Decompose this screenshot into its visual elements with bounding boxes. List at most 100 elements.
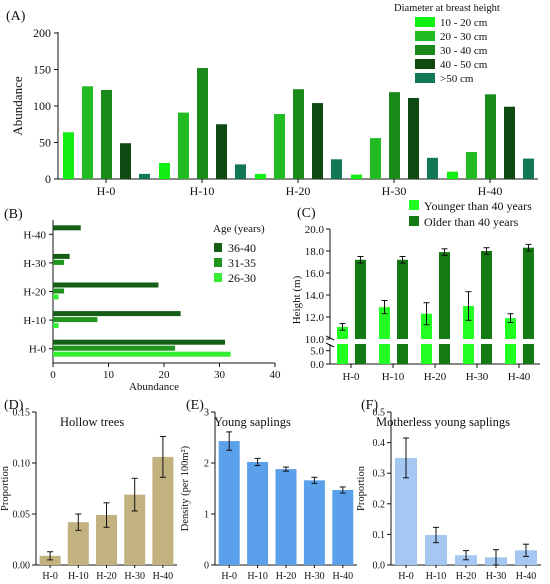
panel-d-bar <box>152 456 174 565</box>
panel-a-bar <box>63 132 74 179</box>
panel-c-y-tick-label: 10.0 <box>305 334 325 346</box>
panel-a-bar <box>274 114 285 179</box>
panel-f-y-tick-label: 0.2 <box>373 499 386 510</box>
panel-a-bar <box>312 103 323 179</box>
panel-a-legend-swatch <box>415 59 435 69</box>
panel-e-bar <box>303 480 325 565</box>
panel-d-y-tick-label: 0.15 <box>13 408 31 419</box>
panel-c-y-tick-label: 5.0 <box>310 346 324 358</box>
panel-d-label: (D) <box>4 398 24 413</box>
panel-a-legend-label: 20 - 30 cm <box>440 31 488 43</box>
panel-c-y-axis-label: Height (m) <box>291 275 303 324</box>
panel-a-bar <box>485 94 496 179</box>
panel-a-legend-swatch <box>415 17 435 27</box>
panel-a-y-tick-label: 150 <box>33 63 51 77</box>
panel-a-legend-swatch <box>415 31 435 41</box>
panel-a-bar <box>523 158 534 179</box>
panel-a-label: (A) <box>6 9 26 24</box>
panel-c-legend-label: Younger than 40 years <box>424 199 532 213</box>
panel-c-x-tick-label: H-10 <box>382 371 405 383</box>
panel-b-x-tick-label: 20 <box>159 369 171 381</box>
panel-e-bar <box>332 490 354 565</box>
panel-b-x-tick-label: 10 <box>103 369 115 381</box>
panel-e-title: Young saplings <box>214 415 291 429</box>
panel-b-y-tick-label: H-0 <box>29 344 47 356</box>
panel-c-bar <box>439 252 450 339</box>
panel-b-legend-label: 36-40 <box>228 241 256 255</box>
panel-a-bar <box>408 97 419 179</box>
panel-c-bar <box>505 318 516 339</box>
panel-b-y-tick-label: H-30 <box>23 258 46 270</box>
panel-a-x-tick-label: H-40 <box>478 184 503 198</box>
panel-f-x-tick-label: H-20 <box>456 571 477 582</box>
panel-c-bar-base <box>379 344 390 364</box>
panel-b-label: (B) <box>4 207 23 222</box>
panel-d-bar <box>124 494 146 565</box>
panel-d-x-tick-label: H-10 <box>68 571 89 582</box>
panel-c-bar-base <box>481 344 492 364</box>
panel-b-x-axis-label: Abundance <box>129 381 179 393</box>
panel-e-x-tick-label: H-30 <box>304 571 325 582</box>
panel-c-legend-swatch <box>409 216 419 226</box>
panel-a-x-tick-label: H-0 <box>97 184 116 198</box>
panel-e-bar <box>247 461 269 565</box>
panel-b-bar <box>53 282 159 288</box>
panel-c-bar <box>481 251 492 339</box>
panel-f-x-tick-label: H-10 <box>426 571 447 582</box>
panel-b-bar <box>53 345 176 351</box>
panel-a-bar <box>331 159 342 179</box>
panel-a-bar <box>159 162 170 179</box>
panel-d-bar <box>67 522 89 565</box>
panel-a-legend-title: Diameter at breast height <box>394 3 500 14</box>
panel-f-y-tick-label: 0.4 <box>373 438 386 449</box>
panel-a-legend-swatch <box>415 45 435 55</box>
panel-a-bar <box>120 143 131 179</box>
panel-a-bar <box>82 86 93 179</box>
panel-b-y-tick-label: H-20 <box>23 287 46 299</box>
panel-a-x-tick-label: H-20 <box>286 184 311 198</box>
panel-d-bar <box>39 555 61 565</box>
panel-c-bar <box>355 259 366 339</box>
panel-f-label: (F) <box>361 398 378 413</box>
panel-e-y-tick-label: 3 <box>204 408 209 419</box>
panel-b-bar <box>53 288 65 294</box>
panel-b-legend-swatch <box>214 258 222 267</box>
panel-d-y-tick-label: 0.00 <box>13 561 31 572</box>
panel-f-title: Motherless young saplings <box>376 415 510 429</box>
panel-a-y-tick-label: 50 <box>39 136 51 150</box>
panel-a-bar <box>216 124 227 179</box>
panel-d-y-tick-label: 0.10 <box>13 459 31 470</box>
panel-b-x-tick-label: 0 <box>50 369 56 381</box>
panel-e-x-tick-label: H-40 <box>333 571 354 582</box>
panel-a-bar <box>293 89 304 179</box>
panel-a-bar <box>370 138 381 179</box>
panel-b-y-tick-label: H-10 <box>23 315 46 327</box>
panel-a-bar <box>466 151 477 179</box>
panel-f-bar <box>515 550 537 565</box>
panel-f-x-tick-label: H-40 <box>516 571 537 582</box>
panel-e-x-tick-label: H-20 <box>276 571 297 582</box>
panel-d-y-axis-label: Proportion <box>0 465 11 511</box>
panel-d-x-tick-label: H-20 <box>96 571 117 582</box>
panel-e-y-axis-label: Density (per 100m²) <box>180 445 191 531</box>
panel-b-y-tick-label: H-40 <box>23 229 46 241</box>
panel-f-y-tick-label: 0.3 <box>373 469 386 480</box>
panel-c-axis-break <box>325 342 335 348</box>
panel-a-bar <box>178 112 189 179</box>
panel-a-x-tick-label: H-30 <box>382 184 407 198</box>
panel-a-y-tick-label: 0 <box>45 172 51 186</box>
panel-b-bar <box>53 339 226 345</box>
panel-f-x-tick-label: H-0 <box>398 571 414 582</box>
panel-c-bar-base <box>397 344 408 364</box>
panel-b-x-tick-label: 30 <box>214 369 226 381</box>
panel-a-legend-label: 30 - 40 cm <box>440 45 488 57</box>
panel-b-legend-swatch <box>214 273 222 282</box>
panel-d-x-tick-label: H-30 <box>124 571 145 582</box>
panel-a-legend-label: >50 cm <box>440 73 474 85</box>
panel-f-y-tick-label: 0.0 <box>373 561 386 572</box>
panel-c-bar <box>379 307 390 339</box>
panel-b-bar <box>53 253 70 259</box>
panel-c-y-tick-label: 20.0 <box>305 224 325 236</box>
panel-d-bar <box>96 515 117 565</box>
